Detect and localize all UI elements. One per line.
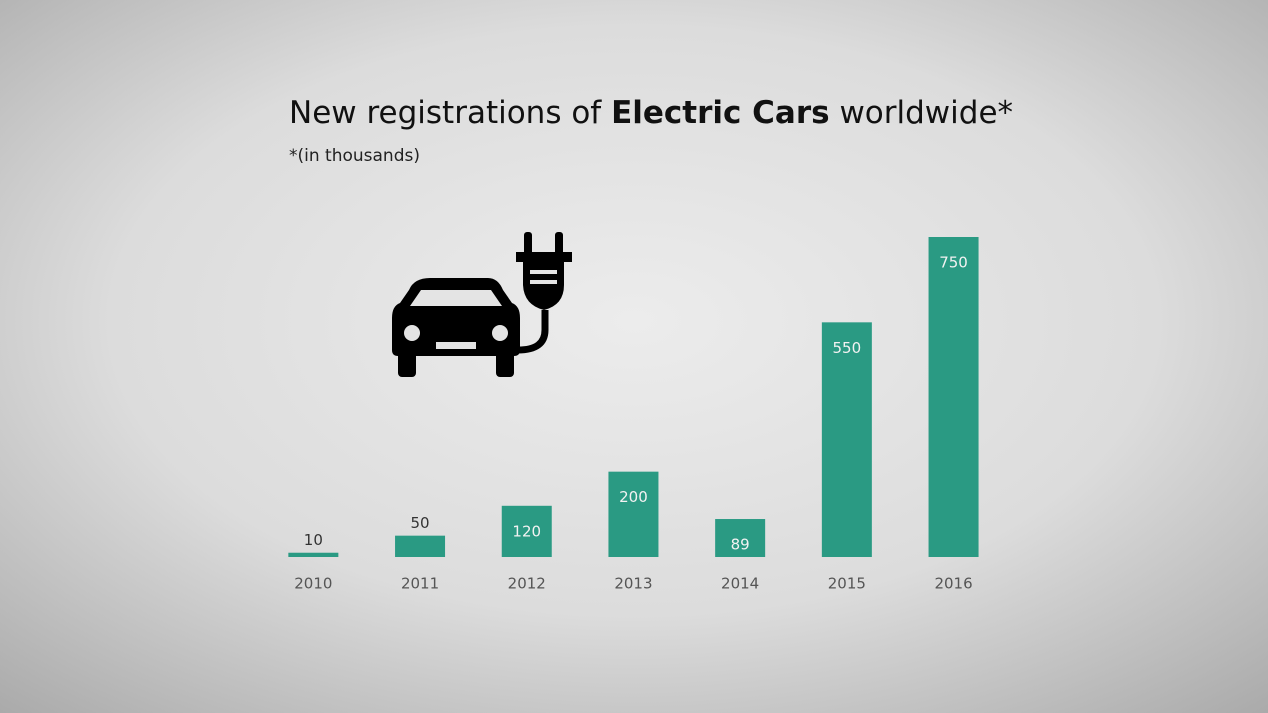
bar — [608, 471, 659, 557]
bar — [395, 535, 446, 557]
car-icon — [392, 232, 572, 377]
bar — [821, 322, 872, 557]
x-tick-label: 2015 — [828, 575, 866, 593]
bar — [928, 237, 979, 557]
value-label: 89 — [731, 536, 750, 554]
bar — [288, 552, 339, 557]
value-label: 50 — [411, 514, 430, 532]
value-label: 750 — [939, 254, 968, 272]
x-tick-label: 2013 — [614, 575, 652, 593]
x-tick-label: 2012 — [508, 575, 546, 593]
x-tick-label: 2014 — [721, 575, 759, 593]
title-part: Electric Cars — [611, 95, 830, 131]
x-tick-label: 2010 — [294, 575, 332, 593]
title-part: worldwide* — [830, 95, 1013, 131]
title-part: New registrations of — [289, 95, 611, 131]
bar — [501, 505, 552, 557]
value-label: 120 — [512, 522, 541, 540]
value-label: 10 — [304, 531, 323, 549]
bar — [715, 519, 766, 557]
chart-title: New registrations of Electric Cars world… — [289, 95, 1013, 131]
chart-subtitle: *(in thousands) — [289, 146, 420, 166]
x-tick-label: 2016 — [934, 575, 972, 593]
x-tick-label: 2011 — [401, 575, 439, 593]
value-label: 200 — [619, 488, 648, 506]
value-label: 550 — [833, 339, 862, 357]
